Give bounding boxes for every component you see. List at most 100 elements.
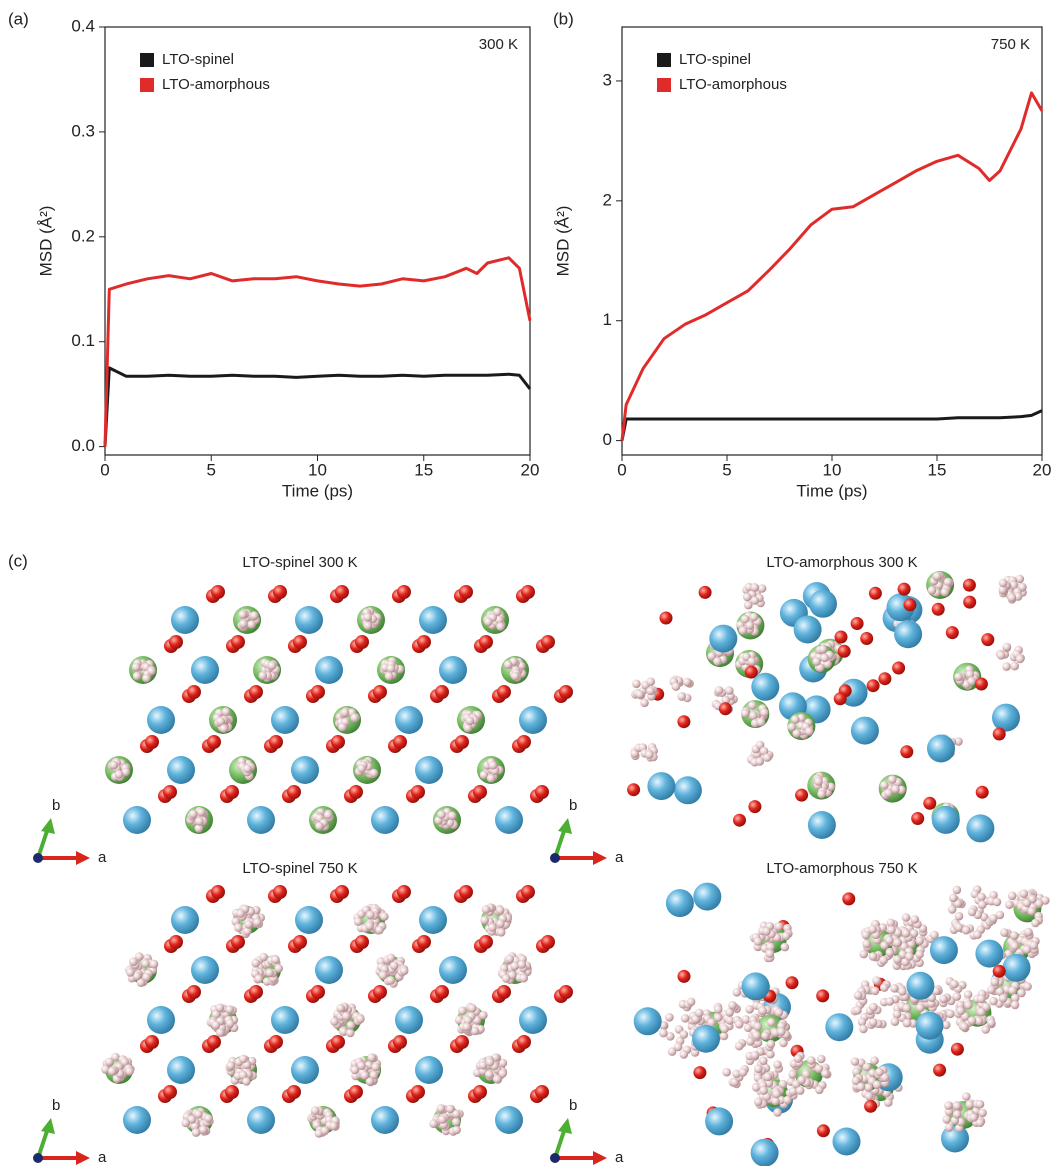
atom (269, 1035, 283, 1049)
atom (967, 907, 977, 917)
atom (1031, 918, 1040, 928)
atom (857, 1017, 867, 1027)
atom (734, 1041, 744, 1051)
atom (1027, 906, 1036, 916)
atom (741, 972, 770, 1001)
atom (167, 756, 195, 784)
atom (815, 1085, 824, 1095)
atom (673, 776, 702, 805)
atom (399, 966, 409, 976)
atom (734, 1020, 744, 1029)
atom (216, 717, 225, 726)
atom (355, 935, 369, 949)
atom (954, 911, 964, 921)
atom (480, 915, 490, 925)
atom (479, 1010, 488, 1020)
atom (978, 900, 987, 909)
axis-arrowhead (41, 818, 55, 834)
atom (965, 670, 975, 679)
atom (497, 985, 511, 999)
atom (111, 1052, 120, 1062)
atom (872, 1080, 882, 1089)
atom (772, 1089, 781, 1099)
atom (346, 1021, 356, 1030)
atom (666, 1032, 675, 1041)
atom (187, 685, 201, 699)
atom (911, 812, 925, 825)
atom (879, 955, 888, 965)
atom (365, 921, 374, 931)
atom (759, 1086, 768, 1095)
axis-origin (550, 1153, 560, 1163)
atom (437, 810, 446, 819)
atom (966, 814, 995, 843)
atom (356, 1014, 365, 1024)
atom (944, 1101, 953, 1110)
atom (821, 1069, 830, 1078)
atom (977, 892, 986, 902)
atom (386, 664, 396, 673)
atom (962, 1092, 971, 1101)
axis-arrow-b (553, 827, 567, 859)
atom (633, 1007, 662, 1036)
atom (864, 1091, 874, 1101)
atom (975, 785, 989, 799)
atom (357, 1061, 366, 1070)
axis-arrow-b (553, 1127, 567, 1159)
legend-label: LTO-amorphous (162, 76, 270, 93)
atom (872, 976, 881, 985)
axis-label-a: a (615, 1149, 624, 1166)
atom (194, 824, 204, 833)
atom (713, 657, 722, 666)
atom (191, 956, 219, 984)
atom (559, 985, 573, 999)
atom (732, 988, 742, 997)
structure-snapshot (633, 882, 1050, 1166)
atom (251, 958, 260, 968)
y-axis-label: MSD (Å²) (36, 206, 55, 277)
atom (252, 918, 262, 927)
atom (756, 717, 766, 727)
atom (242, 1077, 251, 1086)
atom (990, 977, 1000, 987)
atom (363, 612, 373, 622)
atom (949, 893, 958, 903)
atom (945, 626, 959, 640)
atom (659, 1028, 668, 1038)
atom (459, 585, 473, 599)
atom (503, 660, 513, 669)
atom (211, 1010, 221, 1019)
atom (930, 930, 939, 940)
atom (902, 1018, 912, 1028)
atom (375, 925, 384, 935)
atom (132, 971, 142, 981)
axis-origin (33, 853, 43, 863)
atom (884, 788, 893, 798)
axis-arrowhead (593, 1151, 607, 1165)
atom (271, 706, 299, 734)
atom (693, 1066, 707, 1080)
atom (903, 598, 917, 612)
atom (791, 715, 800, 724)
atom (967, 676, 976, 686)
atom (459, 885, 473, 899)
data-line (620, 409, 1043, 441)
atom (709, 624, 738, 653)
atom (231, 635, 245, 649)
atom (906, 971, 935, 1000)
atom (496, 919, 505, 928)
atom (247, 620, 256, 629)
atom (766, 1049, 775, 1059)
atom (981, 1025, 990, 1034)
atom (485, 1070, 494, 1079)
atom (733, 813, 746, 827)
atom (713, 1005, 723, 1014)
x-tick-label: 20 (1033, 460, 1052, 479)
atom (393, 1035, 407, 1049)
atom (901, 913, 911, 922)
atom (892, 1009, 902, 1019)
atom (439, 956, 467, 984)
atom (793, 615, 822, 644)
atom (869, 1002, 878, 1012)
y-tick-label: 1 (603, 310, 612, 329)
